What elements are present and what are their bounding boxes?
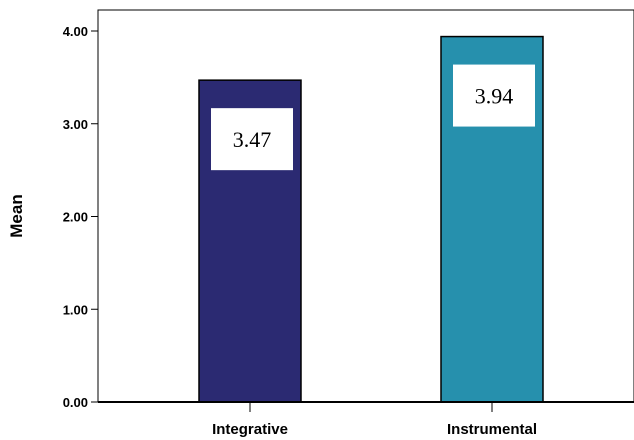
data-label: 3.94 <box>475 84 514 109</box>
x-tick-label: Integrative <box>212 421 288 438</box>
y-tick-label: 2.00 <box>63 210 88 225</box>
y-axis-title: Mean <box>7 194 26 237</box>
y-axis-ticks: 0.00 1.00 2.00 3.00 4.00 <box>63 24 98 410</box>
plot-area-frame <box>97 9 634 403</box>
y-tick-label: 3.00 <box>63 117 88 132</box>
x-tick-label: Instrumental <box>447 421 537 438</box>
y-tick-label: 4.00 <box>63 24 88 39</box>
data-label: 3.47 <box>233 127 272 152</box>
x-axis-ticks: Integrative Instrumental <box>212 402 537 438</box>
y-tick-label: 1.00 <box>63 302 88 317</box>
data-label-box <box>211 108 293 171</box>
y-tick-label: 0.00 <box>63 395 88 410</box>
bars: 3.47 3.94 <box>198 35 544 403</box>
data-label-box <box>453 64 535 127</box>
